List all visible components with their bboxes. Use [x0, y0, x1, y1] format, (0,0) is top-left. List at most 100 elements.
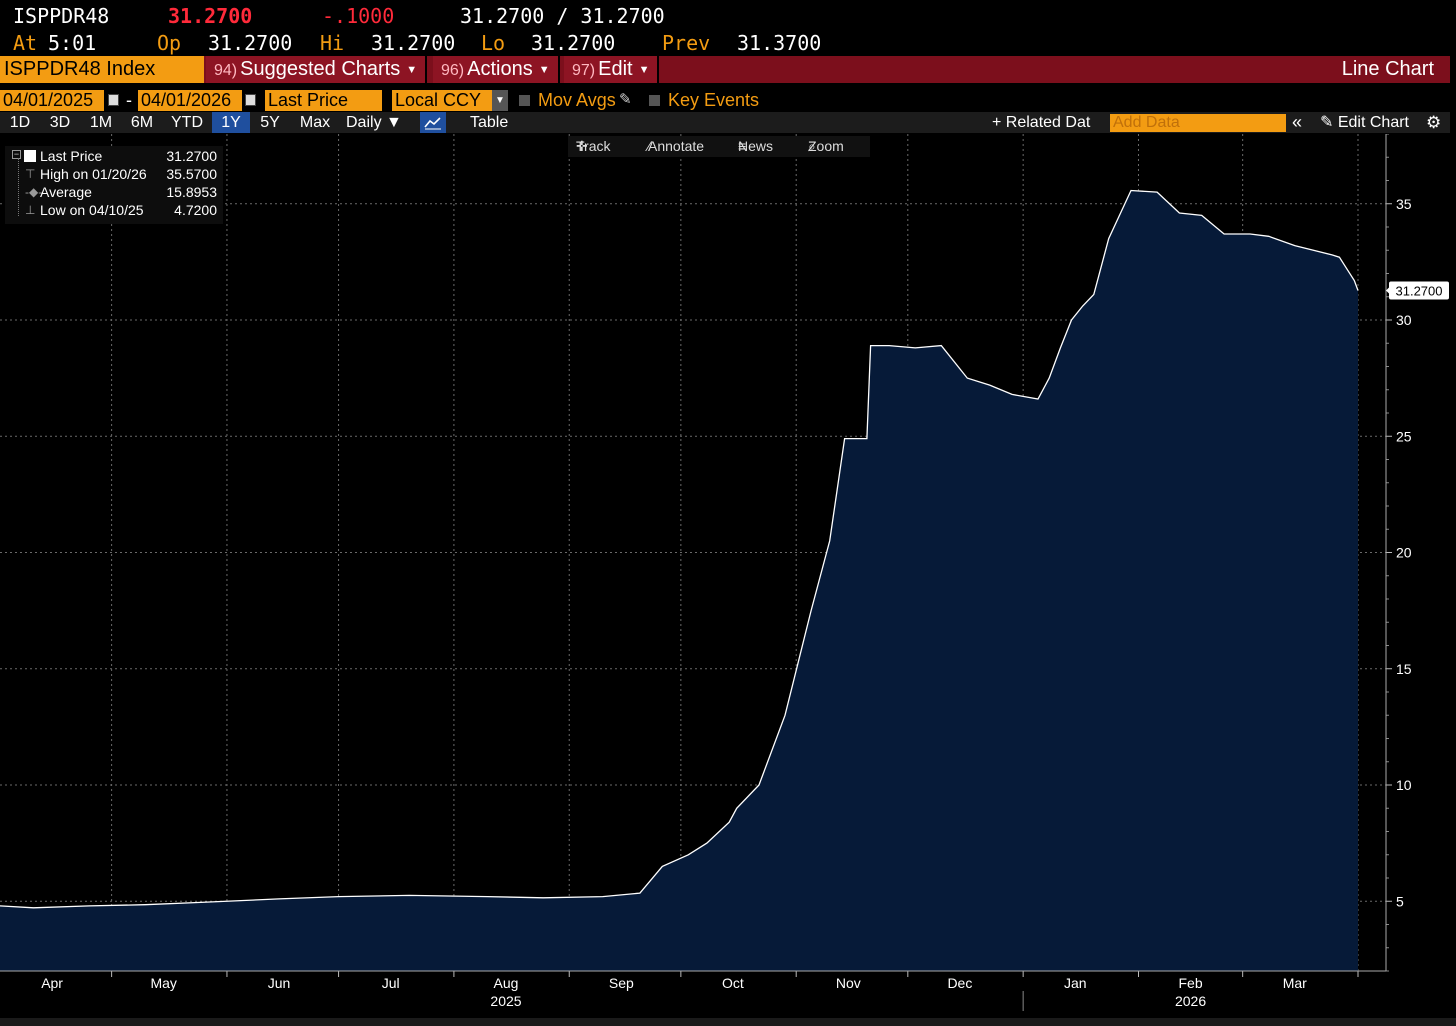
y-tick-label: 10 — [1396, 777, 1412, 793]
quote-last-price: 31.2700 — [168, 4, 253, 28]
key-events-label[interactable]: Key Events — [668, 90, 760, 110]
range-max-button[interactable]: Max — [299, 114, 331, 131]
menu-number: 97) — [572, 62, 596, 79]
period-select[interactable]: Daily ▼ — [342, 112, 412, 133]
range-3d-button[interactable]: 3D — [49, 114, 71, 131]
calendar-icon[interactable] — [108, 94, 119, 106]
x-month-label: Aug — [494, 975, 519, 991]
y-tick-label: 15 — [1396, 661, 1412, 677]
legend-item: Last Price 31.2700 — [5, 147, 223, 165]
menu-label: Suggested Charts — [240, 58, 401, 80]
period-label: Daily — [346, 114, 382, 131]
caret-down-icon: ▼ — [638, 64, 650, 76]
range-1y-button[interactable]: 1Y — [212, 112, 250, 133]
start-date-field[interactable]: 04/01/2025 — [0, 90, 104, 111]
calendar-icon[interactable] — [245, 94, 256, 106]
legend-value: 15.8953 — [166, 184, 217, 200]
crosshair-icon: ✛ — [576, 138, 588, 154]
edit-chart-button[interactable]: ✎ Edit Chart — [1320, 112, 1409, 133]
quote-change: -.1000 — [322, 4, 395, 28]
chart-type-label: Line Chart — [1341, 58, 1434, 80]
last-price-marker: 31.2700 — [1386, 281, 1449, 300]
x-month-label: Apr — [41, 975, 63, 991]
line-chart-icon[interactable] — [420, 112, 446, 133]
caret-down-icon: ▼ — [538, 64, 550, 76]
currency-select[interactable]: Local CCY — [392, 90, 492, 111]
legend-label: Low on 04/10/25 — [40, 202, 144, 218]
menu-label: Edit — [598, 58, 633, 80]
menu-number: 96) — [441, 62, 465, 79]
last-price-label: 31.2700 — [1396, 283, 1443, 298]
range-toolbar: 1D 3D 1M 6M YTD 1Y 5Y Max Daily ▼ Table … — [0, 112, 1450, 133]
range-5y-button[interactable]: 5Y — [260, 114, 280, 131]
range-1d-button[interactable]: 1D — [9, 114, 31, 131]
security-field[interactable]: ISPPDR48 Index — [0, 56, 204, 83]
quote-bid-ask: 31.2700 / 31.2700 — [460, 4, 665, 28]
y-tick-label: 25 — [1396, 428, 1412, 444]
tool-label: Track — [576, 138, 611, 154]
range-6m-button[interactable]: 6M — [130, 114, 154, 131]
mov-avgs-label[interactable]: Mov Avgs — [538, 90, 616, 110]
quote-op-value: 31.2700 — [208, 31, 293, 55]
last-price-box — [1389, 281, 1449, 300]
pencil-icon[interactable]: ✎ — [619, 91, 632, 108]
double-chevron-left-icon[interactable]: « — [1292, 112, 1303, 132]
pen-icon: ∕ — [648, 138, 651, 154]
gear-icon[interactable]: ⚙ — [1426, 113, 1442, 132]
quote-at-label: At — [13, 31, 38, 55]
menu-label: Actions — [467, 58, 533, 80]
related-data-button[interactable]: + Related Dat — [992, 114, 1091, 131]
table-button[interactable]: Table — [470, 114, 509, 131]
x-month-label: Jul — [382, 975, 400, 991]
end-date-field[interactable]: 04/01/2026 — [138, 90, 242, 111]
x-month-label: Mar — [1283, 975, 1307, 991]
legend-label: Last Price — [40, 148, 103, 164]
x-month-label: Jun — [268, 975, 291, 991]
quote-time: 5:01 — [48, 31, 97, 55]
actions-menu[interactable]: 96) Actions ▼ — [433, 56, 560, 83]
quote-lo-label: Lo — [481, 31, 506, 55]
edit-menu[interactable]: 97) Edit ▼ — [564, 56, 660, 83]
chevron-down-icon[interactable]: ▼ — [492, 90, 508, 111]
caret-down-icon: ▼ — [386, 114, 402, 131]
price-field-select[interactable]: Last Price — [265, 90, 382, 111]
series-swatch — [24, 150, 36, 162]
legend-item: ⊥ Low on 04/10/25 4.7200 — [5, 201, 223, 219]
range-1m-button[interactable]: 1M — [89, 114, 113, 131]
x-axis: Apr May Jun Jul Aug Sep Oct Nov Dec Jan Feb Mar 2025… — [0, 970, 1386, 1011]
suggested-charts-menu[interactable]: 94) Suggested Charts ▼ — [206, 56, 428, 83]
y-tick-label: 20 — [1396, 545, 1412, 561]
key-events-checkbox[interactable] — [649, 95, 660, 106]
quote-lo-value: 31.2700 — [531, 31, 616, 55]
low-marker-icon: ⊥ — [25, 203, 36, 217]
legend-label: High on 01/20/26 — [40, 166, 147, 182]
add-data-input[interactable]: Add Data — [1110, 114, 1286, 132]
quote-row-2: At 5:01 Op 31.2700 Hi 31.2700 Lo 31.2700… — [0, 29, 1456, 57]
control-bar: 04/01/2025 - 04/01/2026 Last Price Local… — [0, 89, 1450, 111]
legend-tree-line — [18, 158, 22, 216]
range-ytd-button[interactable]: YTD — [171, 114, 203, 131]
mov-avgs-checkbox[interactable] — [519, 95, 530, 106]
function-bar: ISPPDR48 Index 94) Suggested Charts ▼ 96) A… — [0, 56, 1450, 83]
x-year-label: 2025 — [490, 993, 521, 1009]
x-month-label: Jan — [1064, 975, 1087, 991]
collapse-icon[interactable]: − — [12, 149, 21, 159]
y-axis: 5 10 15 20 25 30 35 — [1385, 134, 1412, 972]
quote-hi-label: Hi — [320, 31, 345, 55]
legend-value: 4.7200 — [174, 202, 217, 218]
x-month-label: Oct — [722, 975, 744, 991]
x-month-label: May — [150, 975, 176, 991]
tool-label: Zoom — [808, 138, 844, 154]
pencil-icon: ✎ — [1320, 114, 1334, 131]
x-month-label: Feb — [1179, 975, 1203, 991]
y-tick-label: 30 — [1396, 312, 1412, 328]
quote-prev-label: Prev — [662, 31, 711, 55]
y-tick-label: 5 — [1396, 893, 1404, 909]
legend-value: 31.2700 — [166, 148, 217, 164]
legend-value: 35.5700 — [166, 166, 217, 182]
chart-legend: − Last Price 31.2700 ⊤ High on 01/20/26 … — [5, 146, 223, 224]
edit-chart-label: Edit Chart — [1337, 114, 1409, 131]
quote-op-label: Op — [157, 31, 182, 55]
legend-item: ⊤ High on 01/20/26 35.5700 — [5, 165, 223, 183]
